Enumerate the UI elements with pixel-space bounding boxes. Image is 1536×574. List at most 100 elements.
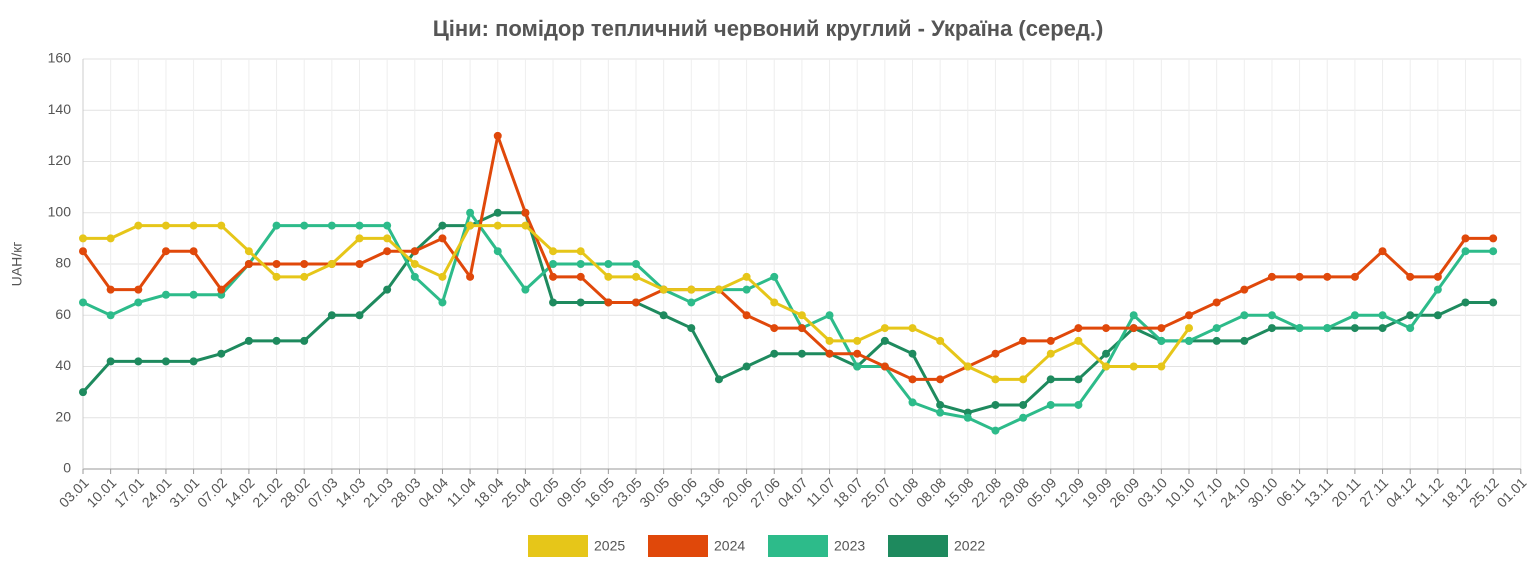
- point: [438, 272, 447, 281]
- point: [1212, 298, 1221, 307]
- x-tick-label: 12.09: [1051, 474, 1087, 510]
- point: [466, 221, 475, 230]
- point: [576, 272, 585, 281]
- point: [1102, 324, 1111, 333]
- point: [991, 375, 1000, 384]
- point: [383, 285, 392, 294]
- point: [1461, 247, 1470, 256]
- x-tick-label: 03.10: [1134, 474, 1170, 510]
- legend-swatch: [528, 535, 588, 557]
- x-tick-label: 07.03: [304, 474, 340, 510]
- x-tick-label: 28.02: [277, 474, 313, 510]
- point: [908, 398, 917, 407]
- point: [604, 260, 613, 268]
- point: [770, 324, 779, 333]
- legend-swatch: [648, 535, 708, 557]
- point: [1212, 336, 1221, 345]
- point: [438, 234, 447, 243]
- series: [79, 221, 1193, 384]
- x-tick-label: 27.11: [1356, 474, 1392, 510]
- point: [244, 336, 253, 345]
- x-tick-label: 26.09: [1106, 474, 1142, 510]
- point: [1240, 311, 1249, 320]
- point: [687, 324, 696, 333]
- point: [134, 221, 143, 230]
- y-axis-label: UAH/кг: [9, 242, 25, 287]
- point: [770, 272, 779, 281]
- point: [1019, 400, 1028, 409]
- x-tick-label: 19.09: [1079, 474, 1115, 510]
- point: [79, 234, 87, 243]
- point: [604, 272, 613, 281]
- point: [300, 221, 309, 230]
- point: [79, 298, 87, 307]
- point: [189, 221, 198, 230]
- point: [493, 131, 502, 140]
- x-tick-label: 29.08: [996, 474, 1032, 510]
- x-tick-label: 25.12: [1466, 474, 1502, 510]
- point: [1102, 362, 1111, 371]
- point: [79, 247, 87, 256]
- point: [1240, 336, 1249, 345]
- y-tick-label: 40: [55, 357, 71, 373]
- point: [770, 298, 779, 307]
- point: [1074, 336, 1083, 345]
- point: [853, 362, 862, 371]
- x-tick-label: 15.08: [940, 474, 976, 510]
- point: [659, 285, 668, 294]
- point: [383, 221, 392, 230]
- point: [853, 336, 862, 345]
- point: [825, 349, 834, 358]
- point: [1489, 234, 1498, 243]
- x-tick-label: 01.08: [885, 474, 921, 510]
- point: [161, 357, 170, 366]
- point: [1240, 285, 1249, 294]
- point: [383, 234, 392, 243]
- x-tick-label: 30.05: [636, 474, 672, 510]
- point: [327, 311, 336, 320]
- x-tick-label: 25.04: [498, 474, 534, 510]
- point: [272, 221, 281, 230]
- point: [410, 272, 419, 281]
- point: [659, 311, 668, 320]
- series-line: [82, 211, 1494, 433]
- point: [438, 298, 447, 307]
- point: [217, 221, 226, 230]
- point: [604, 298, 613, 307]
- point: [134, 298, 143, 307]
- point: [1046, 349, 1055, 358]
- y-tick-label: 20: [55, 408, 71, 424]
- y-tick-label: 140: [48, 101, 72, 117]
- x-tick-label: 03.01: [56, 474, 92, 510]
- point: [189, 357, 198, 366]
- y-tick-label: 60: [55, 306, 71, 322]
- series: [79, 131, 1498, 384]
- point: [106, 234, 115, 243]
- x-tick-label: 24.10: [1217, 474, 1253, 510]
- point: [79, 388, 87, 397]
- point: [1433, 272, 1442, 281]
- x-tick-label: 21.02: [249, 474, 285, 510]
- point: [161, 290, 170, 299]
- x-tick-label: 31.01: [166, 474, 202, 510]
- point: [880, 324, 889, 333]
- x-tick-label: 25.07: [857, 474, 893, 510]
- x-tick-label: 04.07: [775, 474, 811, 510]
- point: [742, 272, 751, 281]
- point: [687, 298, 696, 307]
- point: [1019, 375, 1028, 384]
- x-tick-label: 16.05: [581, 474, 617, 510]
- point: [1157, 362, 1166, 371]
- point: [1212, 324, 1221, 333]
- point: [853, 349, 862, 358]
- x-tick-label: 14.02: [222, 474, 258, 510]
- x-tick-label: 08.08: [913, 474, 949, 510]
- x-tick-label: 04.04: [415, 474, 451, 510]
- x-tick-label: 13.11: [1301, 474, 1337, 510]
- x-tick-label: 01.01: [1493, 474, 1529, 510]
- point: [493, 247, 502, 256]
- point: [632, 272, 640, 281]
- x-tick-label: 06.11: [1273, 474, 1309, 510]
- point: [1406, 311, 1415, 320]
- point: [134, 357, 143, 366]
